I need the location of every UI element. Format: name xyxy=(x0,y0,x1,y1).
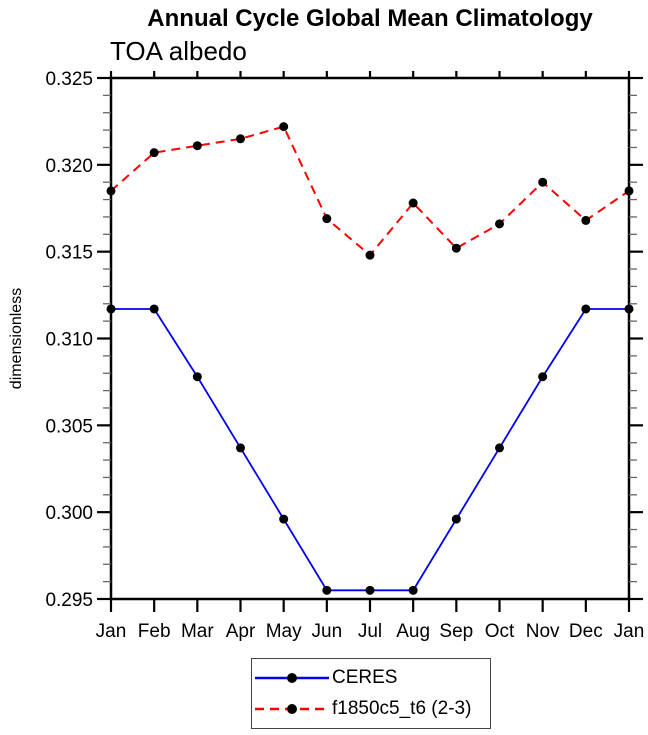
data-point-marker xyxy=(236,134,245,144)
y-tick-label: 0.320 xyxy=(45,156,93,177)
data-point-marker xyxy=(322,585,332,595)
legend-line-sample-model xyxy=(255,704,329,714)
legend-marker xyxy=(287,673,297,683)
legend-marker xyxy=(287,704,297,714)
y-tick-label: 0.300 xyxy=(45,503,93,524)
legend-item-model: f1850c5_t6 (2-3) xyxy=(254,694,490,725)
data-point-marker xyxy=(624,186,634,196)
data-point-marker xyxy=(365,585,375,595)
x-tick-label: Nov xyxy=(526,621,560,642)
data-point-marker xyxy=(451,514,461,524)
data-point-marker xyxy=(279,122,289,132)
x-tick-label: Apr xyxy=(226,621,256,642)
x-tick-label: Feb xyxy=(138,621,171,642)
x-tick-label: Mar xyxy=(181,621,214,642)
y-tick-label: 0.325 xyxy=(45,69,93,90)
data-point-marker xyxy=(408,585,418,595)
legend-item-ceres: CERES xyxy=(254,663,490,694)
data-point-marker xyxy=(624,304,634,314)
data-point-marker xyxy=(581,304,591,314)
chart-title: Annual Cycle Global Mean Climatology xyxy=(147,5,593,32)
data-point-marker xyxy=(408,198,418,208)
data-point-marker xyxy=(538,372,548,382)
data-point-marker xyxy=(322,214,332,224)
data-point-marker xyxy=(236,443,245,453)
y-tick-label: 0.310 xyxy=(45,330,93,351)
y-tick-label: 0.315 xyxy=(45,243,93,264)
x-tick-label: Jan xyxy=(96,621,127,642)
data-point-marker xyxy=(149,304,159,314)
data-point-marker xyxy=(581,215,591,225)
y-tick-label: 0.305 xyxy=(45,416,93,437)
plot-frame xyxy=(109,76,631,601)
data-point-marker xyxy=(495,219,504,229)
x-tick-label: Jan xyxy=(614,621,645,642)
data-point-marker xyxy=(365,250,375,260)
series-line-ceres xyxy=(111,308,629,592)
legend: CERES f1850c5_t6 (2-3) xyxy=(251,658,491,729)
data-point-marker xyxy=(495,443,504,453)
x-tick-label: Jun xyxy=(312,621,343,642)
legend-label-model: f1850c5_t6 (2-3) xyxy=(332,698,472,719)
data-point-marker xyxy=(106,304,116,314)
data-point-marker xyxy=(451,243,461,253)
data-point-marker xyxy=(106,186,116,196)
data-point-marker xyxy=(192,141,202,151)
series-line-model xyxy=(110,125,630,257)
x-tick-label: Aug xyxy=(396,621,430,642)
legend-label-ceres: CERES xyxy=(332,667,398,688)
y-tick-label: 0.295 xyxy=(45,590,93,611)
x-tick-label: Oct xyxy=(485,621,515,642)
x-tick-label: Jul xyxy=(358,621,382,642)
chart-subtitle: TOA albedo xyxy=(110,36,247,66)
legend-line-sample-ceres xyxy=(255,673,329,683)
data-point-marker xyxy=(538,177,548,187)
data-point-marker xyxy=(149,148,159,158)
x-tick-label: May xyxy=(266,621,302,642)
x-tick-label: Dec xyxy=(569,621,603,642)
data-point-marker xyxy=(192,372,202,382)
data-point-marker xyxy=(279,514,289,524)
y-axis-title: dimensionless xyxy=(8,288,25,389)
x-tick-label: Sep xyxy=(439,621,473,642)
